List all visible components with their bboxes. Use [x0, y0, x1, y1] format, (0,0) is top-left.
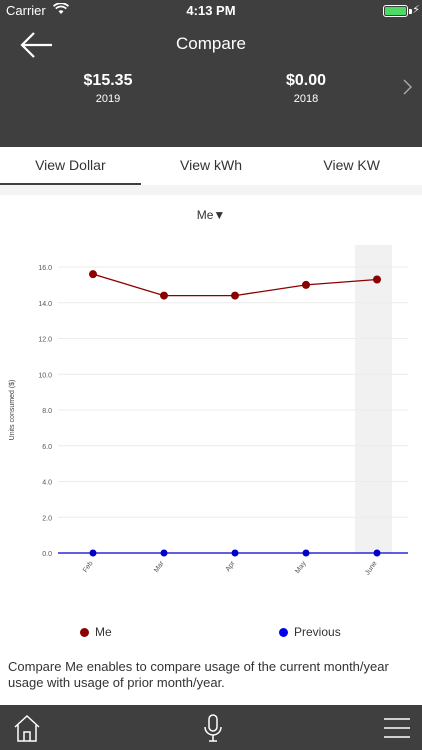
view-tabs: View Dollar View kWh View KW — [0, 147, 422, 185]
summary-previous: $0.00 2018 — [236, 72, 376, 105]
comparison-chart: 0.0 2.0 4.0 6.0 8.0 10.0 12.0 14.0 16.0 Units con… — [0, 236, 422, 596]
summary-current: $15.35 2019 — [38, 72, 178, 105]
data-point — [160, 291, 168, 300]
carrier-label: Carrier — [6, 3, 46, 18]
summary-value: $0.00 — [285, 72, 327, 89]
highlight-band — [355, 245, 392, 553]
tab-view-kw[interactable]: View KW — [323, 157, 380, 173]
battery-icon — [383, 5, 408, 17]
chart-svg: 0.0 2.0 4.0 6.0 8.0 10.0 12.0 14.0 16.0 Units con… — [9, 245, 408, 577]
legend-dot-previous — [279, 627, 288, 637]
menu-button[interactable] — [382, 713, 412, 743]
x-tick-label: Mar — [153, 560, 166, 574]
y-tick-label: 16.0 — [38, 265, 52, 272]
x-tick-label: Apr — [225, 560, 237, 573]
y-tick-label: 10.0 — [38, 372, 52, 379]
y-axis-label: Units consumed ($) — [9, 380, 16, 441]
data-point — [89, 270, 97, 279]
home-icon — [14, 714, 40, 742]
battery-cap — [409, 9, 412, 14]
summary-value: $15.35 — [83, 72, 133, 89]
data-point — [160, 549, 168, 557]
data-point — [231, 291, 239, 300]
header: Compare $15.35 2019 $0.00 2018 — [0, 22, 422, 147]
y-tick-label: 6.0 — [42, 444, 52, 451]
arrow-left-icon — [20, 32, 52, 58]
tab-view-dollar[interactable]: View Dollar — [0, 147, 141, 185]
charging-bolt-icon: ⚡ — [412, 4, 420, 16]
chevron-right-icon — [403, 79, 412, 95]
menu-icon — [384, 718, 410, 738]
page-title: Compare — [176, 34, 246, 53]
data-point — [231, 549, 239, 557]
microphone-button[interactable] — [198, 713, 228, 743]
next-button[interactable] — [400, 78, 414, 96]
data-point — [373, 549, 381, 557]
data-point — [302, 549, 310, 557]
y-tick-label: 2.0 — [42, 515, 52, 522]
y-tick-label: 8.0 — [42, 408, 52, 415]
back-button[interactable] — [18, 30, 58, 60]
home-button[interactable] — [12, 713, 42, 743]
summary-year: 2018 — [293, 93, 319, 105]
status-bar: Carrier 4:13 PM ⚡ — [0, 0, 422, 22]
me-dropdown[interactable]: Me▼ — [196, 208, 226, 222]
summary-year: 2019 — [95, 93, 121, 105]
x-tick-label: Feb — [82, 560, 95, 574]
section-divider — [0, 185, 422, 195]
y-tick-label: 14.0 — [38, 301, 52, 308]
y-tick-label: 0.0 — [42, 551, 52, 558]
y-tick-label: 4.0 — [42, 480, 52, 487]
x-tick-label: June — [364, 560, 379, 577]
legend-dot-me — [80, 627, 89, 637]
comparison-selector: Me▼ — [0, 195, 422, 235]
x-tick-label: May — [294, 560, 308, 575]
description-text: Compare Me enables to compare usage of t… — [8, 659, 389, 690]
status-time: 4:13 PM — [186, 3, 236, 18]
y-tick-label: 12.0 — [38, 337, 52, 344]
legend-label-previous: Previous — [294, 625, 341, 639]
tab-view-kwh[interactable]: View kWh — [180, 157, 242, 173]
data-point — [89, 549, 97, 557]
legend-label-me: Me — [95, 625, 112, 639]
wifi-icon — [52, 2, 70, 18]
data-point — [302, 280, 310, 289]
data-point — [373, 275, 381, 284]
microphone-icon — [204, 714, 222, 742]
legend-item-previous[interactable]: Previous — [279, 625, 341, 639]
bottom-bar — [0, 705, 422, 750]
legend-item-me[interactable]: Me — [80, 625, 112, 639]
